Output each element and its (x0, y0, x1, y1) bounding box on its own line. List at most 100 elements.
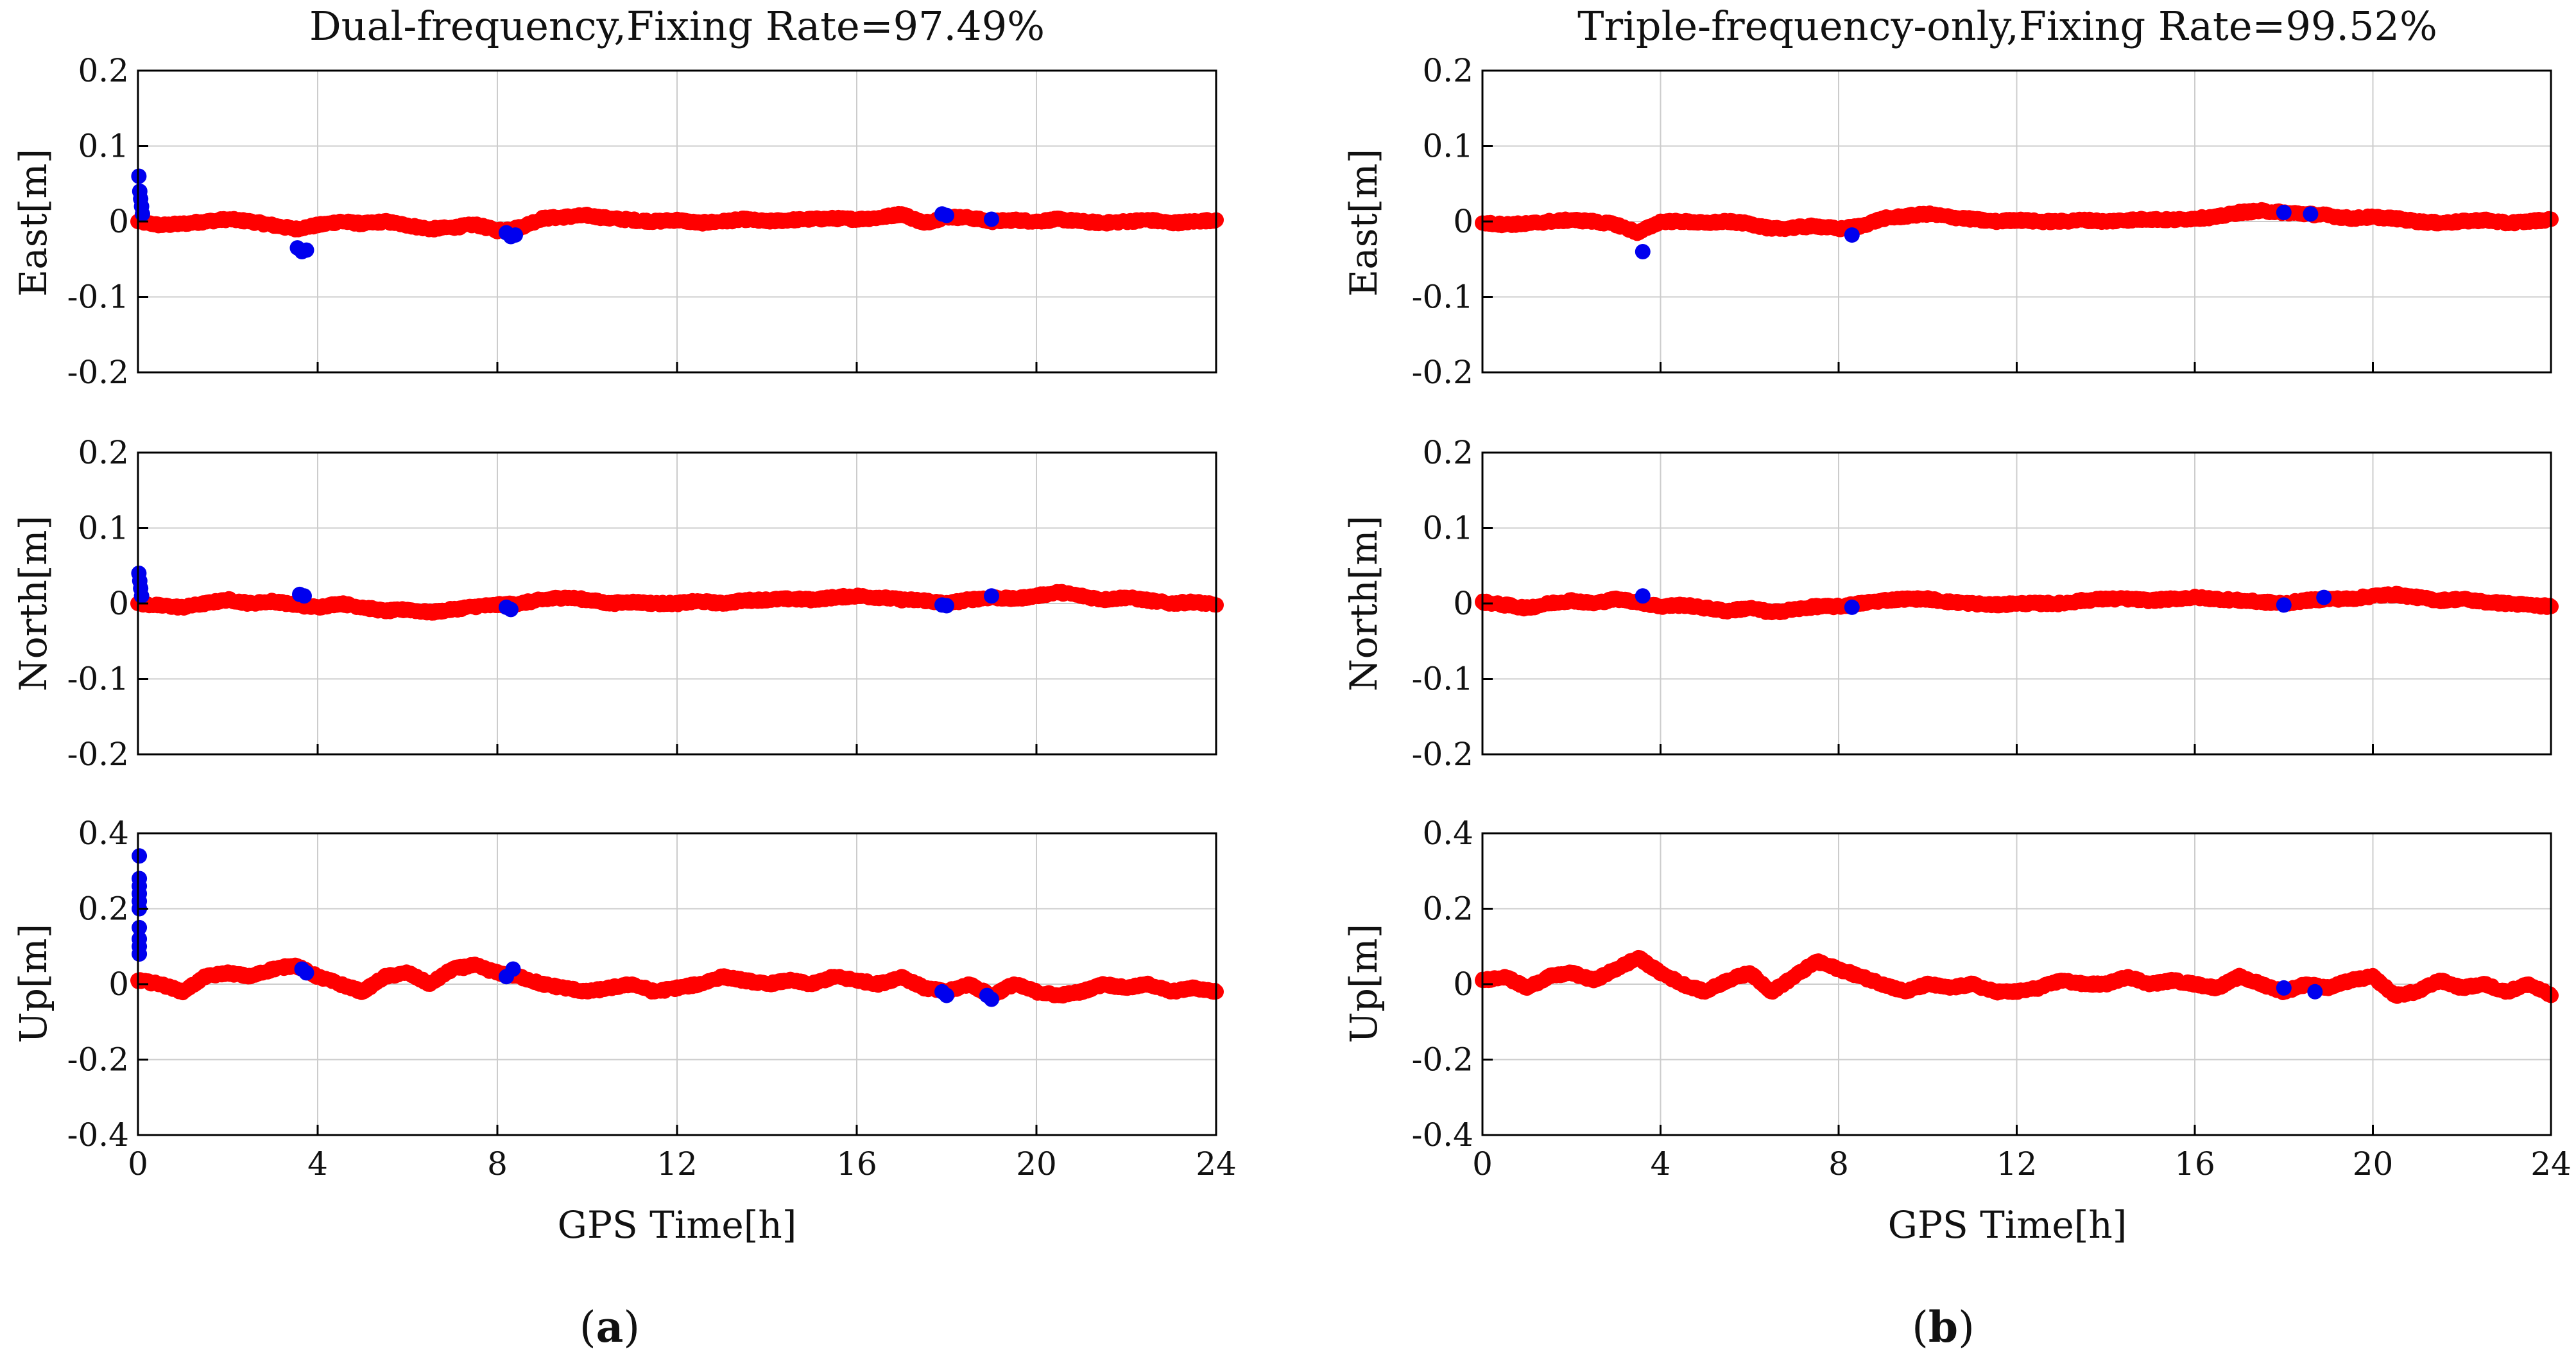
fixed-point (1074, 588, 1089, 604)
fixed-point (243, 969, 258, 985)
fixed-point (1029, 984, 1044, 1000)
fixed-point (1831, 221, 1846, 237)
series-fixed-a-north (130, 584, 1224, 621)
ylabel-b-up: Up[m] (1342, 924, 1386, 1043)
fixed-point (332, 214, 348, 229)
fixed-point (1675, 214, 1691, 229)
float-point (132, 848, 148, 864)
fixed-point (916, 593, 932, 609)
series-fixed-a-east (130, 205, 1224, 239)
fixed-point (647, 214, 662, 229)
plot-a-east: 0.20.10-0.1-0.2 (67, 52, 1224, 391)
fixed-point (265, 961, 280, 977)
fixed-point (961, 592, 977, 608)
ytick-label: -0.4 (67, 1116, 129, 1154)
fixed-point (827, 969, 842, 985)
fixed-point (602, 596, 617, 611)
fixed-point (2231, 204, 2247, 220)
fixed-point (2454, 214, 2470, 229)
fixed-point (782, 591, 797, 607)
fixed-point (1029, 588, 1044, 604)
fixed-point (894, 969, 909, 985)
ytick-label: -0.2 (67, 354, 129, 391)
fixed-point (220, 211, 236, 227)
fixed-point (332, 976, 348, 992)
fixed-point (580, 592, 595, 608)
fixed-point (624, 594, 640, 610)
ytick-label: -0.1 (67, 661, 129, 698)
ylabel-b-east: East[m] (1342, 149, 1386, 297)
fixed-point (692, 215, 707, 231)
fixed-point (2142, 211, 2158, 227)
fixed-point (1074, 984, 1089, 1000)
fixed-point (288, 221, 303, 237)
ytick-label: 0 (108, 585, 129, 622)
fixed-point (1563, 212, 1579, 228)
fixed-point (1006, 591, 1022, 607)
fixed-point (1141, 976, 1156, 992)
xtick-label: 16 (836, 1145, 877, 1183)
fixed-point (580, 207, 595, 223)
fixed-point (737, 973, 752, 989)
ytick-label: 0.2 (78, 52, 129, 89)
fixed-point (265, 593, 280, 609)
fixed-point (535, 211, 550, 227)
fixed-point (1163, 596, 1179, 611)
fixed-point (647, 596, 662, 611)
fixed-point (2098, 214, 2114, 229)
fixed-point (961, 976, 977, 992)
fixed-point (2321, 207, 2337, 223)
panel-b-xlabel: GPS Time[h] (1888, 1203, 2127, 1247)
float-point (298, 965, 314, 981)
fixed-point (1141, 212, 1156, 228)
fixed-point (400, 217, 415, 233)
fixed-point (377, 969, 393, 985)
fixed-point (220, 592, 236, 608)
fixed-point (422, 976, 438, 992)
fixed-point (2209, 209, 2225, 225)
plot-b-east: 0.20.10-0.1-0.2 (1412, 52, 2559, 391)
fixed-point (782, 973, 797, 989)
fixed-point (243, 214, 258, 229)
fixed-point (916, 980, 932, 996)
fixed-point (1942, 209, 1958, 225)
fixed-point (804, 211, 820, 227)
fixed-point (1051, 584, 1067, 600)
fixed-point (1119, 589, 1134, 605)
fixed-point (894, 592, 909, 608)
fixed-point (198, 969, 213, 985)
fixed-point (1764, 221, 1780, 237)
fixed-point (737, 211, 752, 227)
fixed-point (894, 206, 909, 222)
fixed-point (1986, 214, 2002, 229)
fixed-point (332, 596, 348, 611)
fixed-point (355, 599, 370, 615)
fixed-point (2409, 214, 2425, 229)
fixed-point (1519, 216, 1535, 232)
float-point (505, 961, 521, 977)
fixed-point (1186, 594, 1201, 610)
fixed-point (1096, 215, 1112, 231)
fixed-point (1919, 206, 1936, 222)
fixed-point (872, 210, 887, 226)
fixed-point (445, 961, 460, 977)
ytick-label: 0.1 (1422, 128, 1473, 165)
panel-b-label-close: ) (1958, 1303, 1975, 1352)
fixed-point (557, 980, 572, 996)
fixed-point (153, 217, 168, 233)
fixed-point (2476, 212, 2492, 228)
fixed-point (1697, 215, 1713, 231)
panel-a-title: Dual-frequency,Fixing Rate=97.49% (309, 3, 1045, 49)
ytick-label: 0.1 (78, 510, 129, 547)
fixed-point (175, 984, 191, 1000)
fixed-point (1096, 592, 1112, 608)
fixed-point (422, 605, 438, 621)
fixed-point (445, 602, 460, 618)
float-point (1844, 227, 1860, 243)
fixed-point (827, 589, 842, 605)
fixed-point (1742, 216, 1758, 232)
xtick-label: 24 (1196, 1145, 1237, 1183)
panel-a-xlabel: GPS Time[h] (558, 1203, 797, 1247)
panel-b-label: (b) (1912, 1302, 1975, 1352)
fixed-point (1808, 218, 1825, 234)
